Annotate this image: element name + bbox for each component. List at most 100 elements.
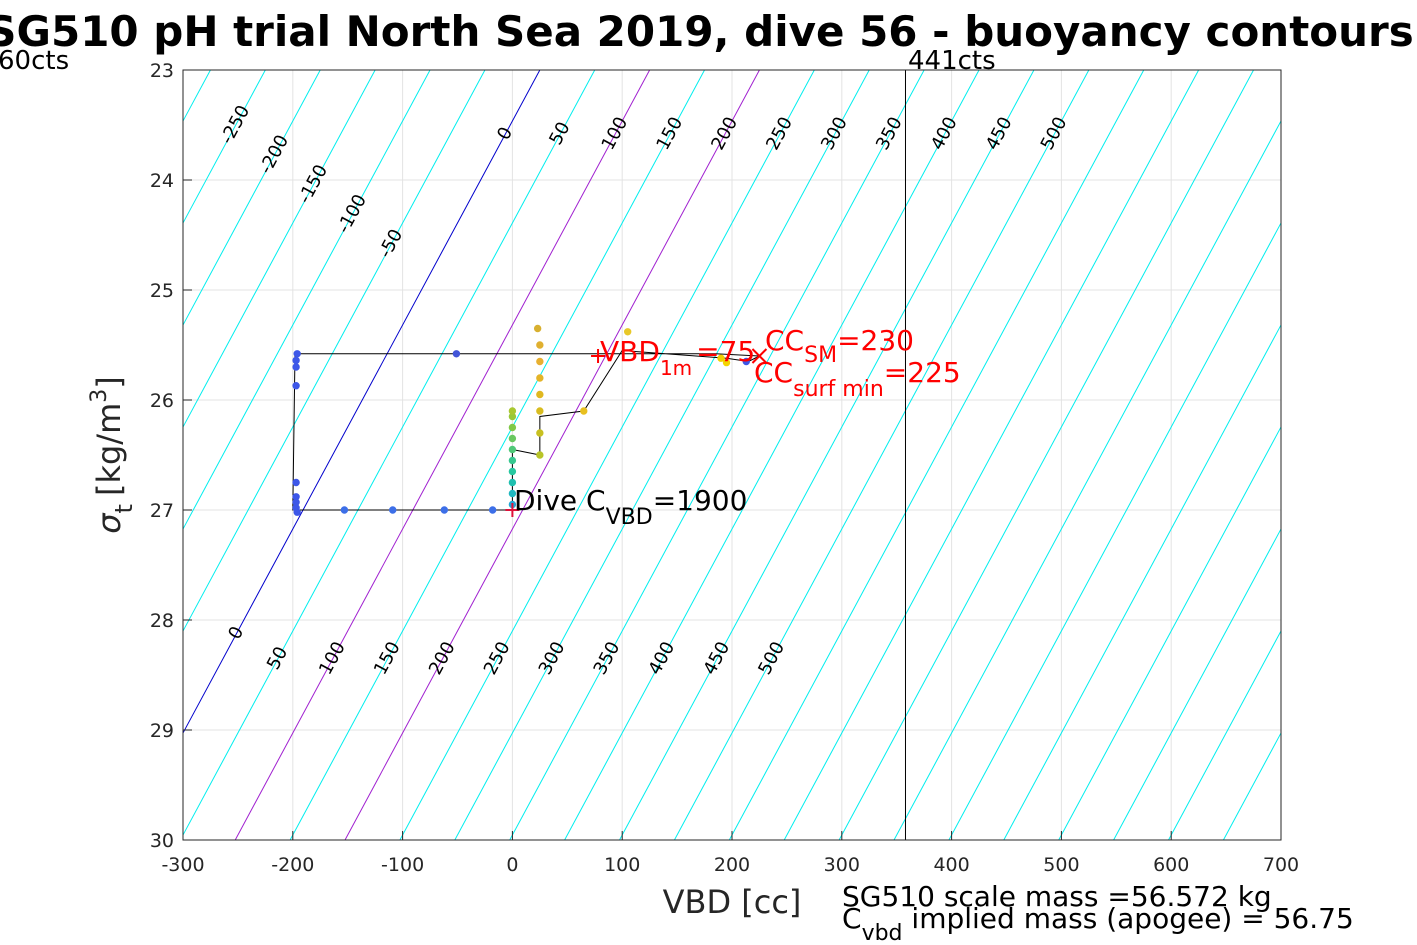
vbd-1m-annotation: VBD1m =75	[600, 335, 755, 380]
contour-lines	[0, 15, 1281, 895]
data-point	[292, 478, 300, 487]
chart-title: SG510 pH trial North Sea 2019, dive 56 -…	[0, 7, 1414, 56]
cc-sm-annotation-sub: SM	[804, 343, 837, 368]
data-point	[536, 451, 544, 459]
y-axis-label-symbol: σ	[90, 512, 128, 534]
contour-line	[399, 70, 815, 840]
left-count-label: 60cts	[0, 46, 69, 76]
contour-line	[183, 70, 486, 633]
contour-line	[0, 15, 20, 895]
x-tick-label: 200	[714, 854, 750, 876]
data-point	[292, 382, 300, 390]
x-tick-label: 400	[933, 854, 969, 876]
x-tick-label: 600	[1153, 854, 1189, 876]
dive-cvbd-annotation: Dive CVBD=1900	[514, 484, 747, 530]
contour-line	[344, 70, 761, 840]
x-tick-label: 100	[604, 854, 640, 876]
data-point	[536, 374, 544, 382]
y-tick-label: 30	[150, 830, 174, 852]
data-point	[292, 356, 300, 365]
data-point	[508, 407, 517, 415]
contour-line	[183, 70, 266, 225]
x-tick-label: 500	[1043, 854, 1079, 876]
x-axis-label: VBD [cc]	[663, 883, 802, 921]
contour-line	[618, 70, 1035, 840]
y-axis-label-sub: t	[110, 504, 138, 513]
data-point	[742, 357, 750, 366]
contour-line	[183, 70, 376, 429]
contour-line	[0, 15, 75, 895]
data-point	[536, 357, 544, 366]
cc-sm-annotation: CCSM=230	[765, 324, 914, 368]
y-axis-label: σt [kg/m3]	[87, 376, 138, 533]
x-tick-label: -100	[381, 854, 424, 876]
markers	[505, 348, 768, 517]
y-tick-label: 28	[150, 610, 174, 632]
contour-line	[1222, 731, 1281, 840]
data-point	[293, 508, 301, 516]
y-tick-label: 23	[150, 60, 174, 82]
dive-cvbd-annotation-sub: VBD	[606, 505, 653, 530]
dive-cvbd-annotation-a: Dive C	[514, 484, 606, 517]
x-tick-label: 700	[1263, 854, 1299, 876]
cc-surf-min-annotation-a: CC	[754, 356, 793, 389]
dive-track-line	[292, 349, 762, 511]
data-point	[293, 350, 301, 358]
cc-surf-min-annotation: CCsurf min=225	[754, 356, 961, 402]
y-tick-label: 24	[150, 170, 174, 192]
contour-line	[673, 70, 1090, 840]
cc-surf-min-annotation-b: =225	[884, 356, 961, 389]
data-point	[536, 407, 544, 415]
contour-line	[728, 70, 1145, 840]
contour-line	[234, 70, 651, 840]
data-point	[508, 423, 517, 432]
data-point	[580, 407, 588, 415]
cc-sm-annotation-a: CC	[765, 324, 804, 357]
data-point	[536, 390, 544, 399]
plus-marker	[591, 349, 606, 363]
contour-line	[1113, 527, 1281, 840]
y-axis-label-unit: [kg/m	[90, 403, 128, 496]
contour-line	[893, 119, 1281, 840]
vbd-1m-annotation-b: =75	[696, 335, 755, 368]
data-point	[452, 350, 461, 358]
contour-line	[564, 70, 980, 840]
contour-line	[509, 70, 925, 840]
data-point	[340, 506, 349, 514]
y-tick-label: 25	[150, 280, 174, 302]
contour-line	[1167, 629, 1281, 840]
contour-line	[454, 70, 870, 840]
data-point	[508, 445, 517, 454]
data-point	[717, 354, 725, 362]
plus-marker	[505, 503, 520, 517]
contour-line	[838, 70, 1255, 840]
contour-line	[783, 70, 1200, 840]
y-axis-label-sup: 3	[87, 389, 112, 403]
contour-line	[183, 70, 321, 327]
contour-line	[183, 70, 431, 531]
data-points	[292, 324, 750, 516]
scale-mass-text: SG510 scale mass =56.572 kg	[842, 880, 1272, 913]
x-tick-label: -300	[161, 854, 204, 876]
contour-line	[948, 221, 1281, 840]
vbd-1m-annotation-sub: 1m	[660, 356, 692, 380]
data-point	[508, 489, 517, 498]
cc-sm-annotation-b: =230	[837, 324, 914, 357]
implied-mass-text-sub: vbd	[862, 921, 903, 945]
data-point	[623, 328, 632, 336]
contour-line	[1058, 425, 1281, 840]
contour-line	[183, 70, 596, 837]
contour-line	[1003, 323, 1281, 840]
x-tick-label: 300	[824, 854, 860, 876]
cc-surf-min-annotation-sub: surf min	[793, 377, 884, 402]
y-axis-label-close: ]	[90, 376, 128, 388]
dive-track	[292, 349, 762, 511]
axis-ticks: -300 -200 -100 0 100 200 300 400 500 600 700 23 24 25…	[150, 60, 1299, 876]
x-tick-label: 0	[506, 854, 518, 876]
data-point	[488, 506, 497, 514]
data-point	[508, 478, 517, 487]
x-tick-label: -200	[271, 854, 314, 876]
y-tick-label: 29	[150, 720, 174, 742]
data-point	[389, 506, 397, 514]
